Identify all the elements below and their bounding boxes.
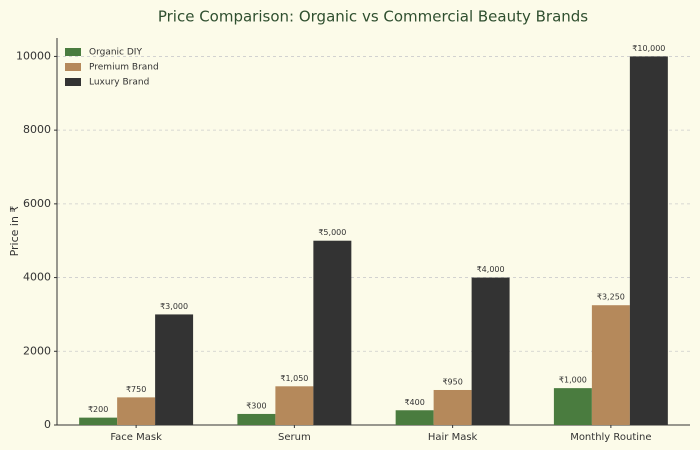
bar [155, 314, 194, 425]
value-label: ₹200 [88, 405, 108, 414]
bar [237, 413, 276, 425]
x-tick-label: Monthly Routine [570, 432, 651, 443]
y-tick-label: 10000 [16, 49, 51, 62]
bar [553, 388, 592, 425]
legend-label: Premium Brand [89, 63, 159, 73]
value-label: ₹400 [404, 398, 424, 407]
bar [313, 240, 352, 425]
legend-swatch [65, 48, 81, 56]
value-label: ₹300 [246, 401, 266, 410]
value-label: ₹5,000 [318, 228, 346, 237]
bar [395, 410, 434, 425]
value-label: ₹10,000 [632, 44, 665, 53]
x-tick-label: Face Mask [110, 432, 162, 443]
legend-label: Luxury Brand [89, 78, 149, 88]
value-label: ₹1,050 [280, 374, 308, 383]
bar [629, 56, 668, 426]
y-tick-label: 0 [44, 418, 51, 431]
legend-swatch [65, 63, 81, 71]
value-label: ₹950 [442, 377, 462, 386]
chart-title: Price Comparison: Organic vs Commercial … [158, 8, 588, 26]
bar [117, 397, 156, 425]
y-tick-label: 6000 [23, 197, 51, 210]
legend-label: Organic DIY [89, 48, 142, 58]
y-tick-label: 2000 [23, 344, 51, 357]
value-label: ₹1,000 [559, 376, 587, 385]
bar [591, 305, 630, 425]
y-tick-label: 8000 [23, 123, 51, 136]
x-tick-label: Serum [278, 432, 311, 443]
y-tick-label: 4000 [23, 271, 51, 284]
x-tick-label: Hair Mask [428, 432, 478, 443]
bar [275, 386, 314, 425]
value-label: ₹750 [126, 385, 146, 394]
bar [433, 389, 472, 425]
value-label: ₹3,000 [160, 302, 188, 311]
bar [79, 417, 118, 425]
y-axis-label: Price in ₹ [8, 206, 21, 257]
bar [471, 277, 510, 425]
legend-swatch [65, 78, 81, 86]
value-label: ₹4,000 [477, 265, 505, 274]
value-label: ₹3,250 [597, 293, 625, 302]
